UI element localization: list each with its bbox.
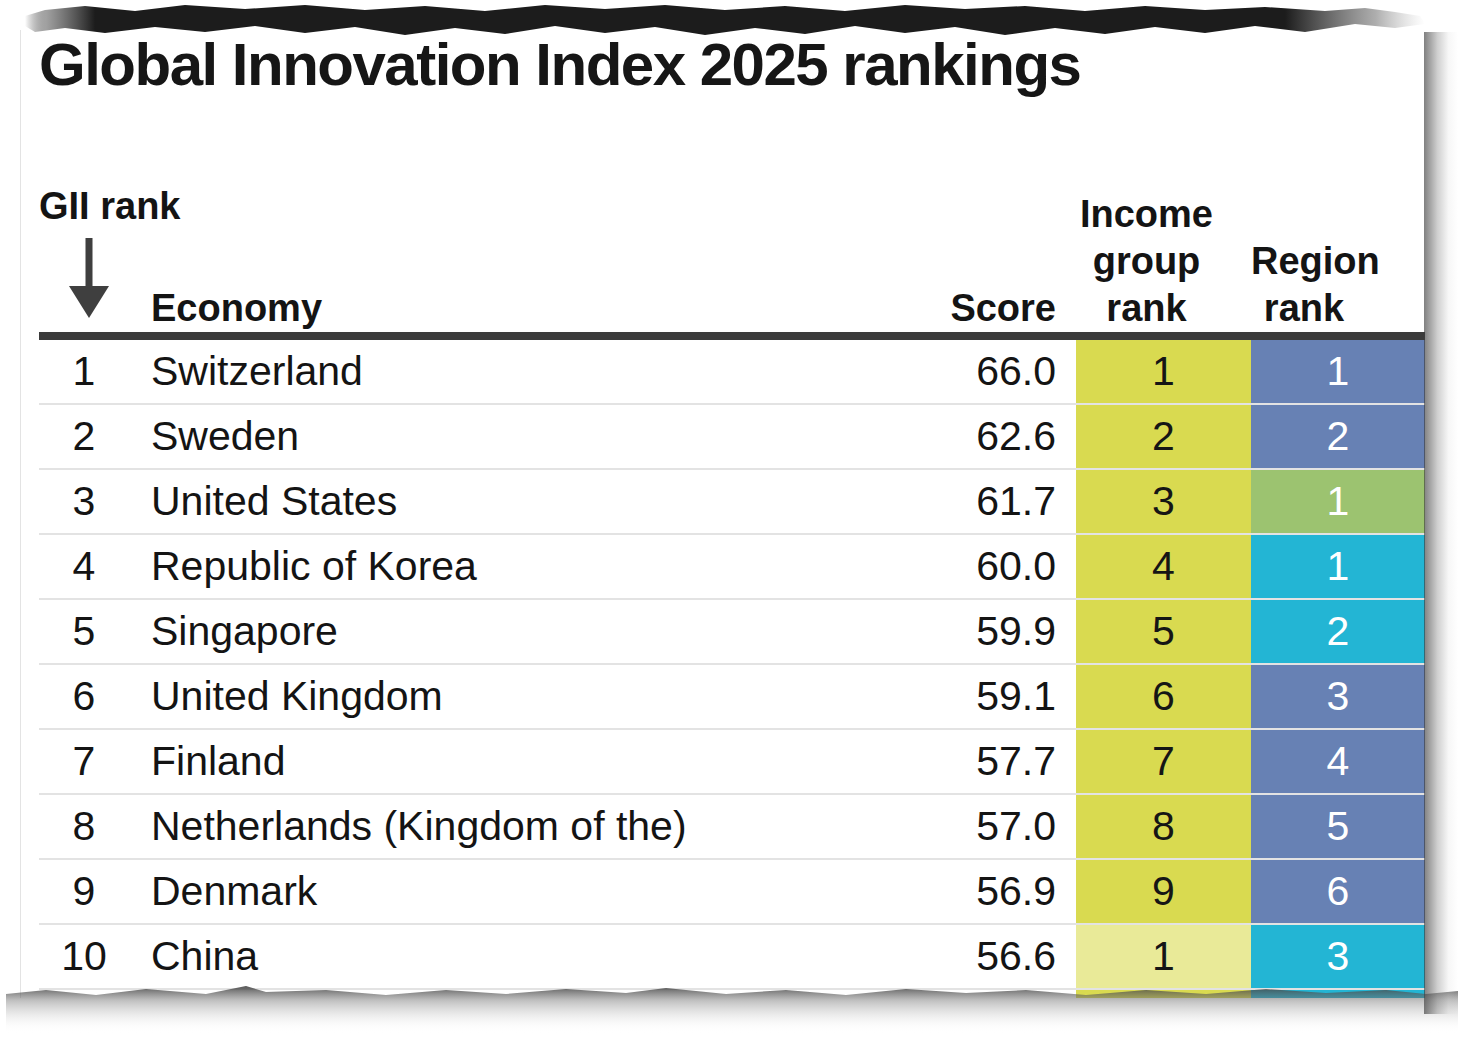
economy-cell: Switzerland bbox=[129, 340, 928, 403]
table-row: 9 Denmark 56.9 9 6 bbox=[39, 860, 1425, 925]
income-group-rank-cell: 9 bbox=[1076, 860, 1251, 923]
income-group-rank-cell: 2 bbox=[1076, 405, 1251, 468]
score-cell: 60.0 bbox=[928, 535, 1076, 598]
gii-rank-cell: 4 bbox=[39, 535, 129, 598]
score-cell: 59.1 bbox=[928, 665, 1076, 728]
income-group-rank-cell: 1 bbox=[1076, 340, 1251, 403]
score-cell: 62.6 bbox=[928, 405, 1076, 468]
score-cell: 57.0 bbox=[928, 795, 1076, 858]
income-header-line-3: rank bbox=[1076, 285, 1217, 332]
header-cell-income-group-rank: Income group rank bbox=[1076, 191, 1251, 332]
economy-cell: Republic of Korea bbox=[129, 535, 928, 598]
income-group-rank-cell: 5 bbox=[1076, 600, 1251, 663]
economy-cell: United Kingdom bbox=[129, 665, 928, 728]
table-row: 4 Republic of Korea 60.0 4 1 bbox=[39, 535, 1425, 600]
header-cell-region-rank: Region rank bbox=[1251, 238, 1425, 332]
region-rank-cell: 1 bbox=[1251, 340, 1425, 403]
table-row: 8 Netherlands (Kingdom of the) 57.0 8 5 bbox=[39, 795, 1425, 860]
table-row: 6 United Kingdom 59.1 6 3 bbox=[39, 665, 1425, 730]
page-title: Global Innovation Index 2025 rankings bbox=[39, 34, 1080, 96]
region-rank-cell: 3 bbox=[1251, 665, 1425, 728]
table-header-row: Economy Score Income group rank Region r… bbox=[39, 170, 1425, 332]
gii-rank-cell: 6 bbox=[39, 665, 129, 728]
score-cell: 57.7 bbox=[928, 730, 1076, 793]
region-rank-cell: 6 bbox=[1251, 860, 1425, 923]
score-cell: 66.0 bbox=[928, 340, 1076, 403]
table-row: 2 Sweden 62.6 2 2 bbox=[39, 405, 1425, 470]
torn-paper-edge-top bbox=[25, 2, 1425, 38]
gii-rank-cell: 1 bbox=[39, 340, 129, 403]
income-group-rank-cell: 6 bbox=[1076, 665, 1251, 728]
table-row: 1 Switzerland 66.0 1 1 bbox=[39, 340, 1425, 405]
income-group-rank-cell: 7 bbox=[1076, 730, 1251, 793]
region-header-line-2: rank bbox=[1251, 285, 1357, 332]
gii-rank-cell: 3 bbox=[39, 470, 129, 533]
score-cell: 56.9 bbox=[928, 860, 1076, 923]
income-header-line-2: group bbox=[1076, 238, 1217, 285]
economy-cell: Sweden bbox=[129, 405, 928, 468]
table-row: 3 United States 61.7 3 1 bbox=[39, 470, 1425, 535]
income-header-line-1: Income bbox=[1076, 191, 1217, 238]
economy-cell: United States bbox=[129, 470, 928, 533]
gii-rank-cell: 5 bbox=[39, 600, 129, 663]
table-row: 5 Singapore 59.9 5 2 bbox=[39, 600, 1425, 665]
paper-drop-shadow-right bbox=[1424, 32, 1458, 1014]
header-cell-economy: Economy bbox=[129, 285, 928, 332]
gii-rank-cell: 7 bbox=[39, 730, 129, 793]
gii-rank-cell: 2 bbox=[39, 405, 129, 468]
income-group-rank-cell: 3 bbox=[1076, 470, 1251, 533]
header-cell-score: Score bbox=[928, 285, 1076, 332]
region-rank-cell: 2 bbox=[1251, 405, 1425, 468]
region-rank-cell: 4 bbox=[1251, 730, 1425, 793]
region-header-line-1: Region bbox=[1251, 238, 1357, 285]
header-divider-rule bbox=[39, 332, 1425, 340]
score-cell: 59.9 bbox=[928, 600, 1076, 663]
ranking-table-panel: Global Innovation Index 2025 rankings GI… bbox=[20, 30, 1425, 998]
region-rank-cell: 5 bbox=[1251, 795, 1425, 858]
income-group-rank-cell: 8 bbox=[1076, 795, 1251, 858]
income-group-rank-cell: 4 bbox=[1076, 535, 1251, 598]
table-row: 7 Finland 57.7 7 4 bbox=[39, 730, 1425, 795]
page-root: { "title": "Global Innovation Index 2025… bbox=[0, 0, 1462, 1039]
economy-cell: Finland bbox=[129, 730, 928, 793]
economy-cell: Denmark bbox=[129, 860, 928, 923]
gii-rank-cell: 8 bbox=[39, 795, 129, 858]
region-rank-cell: 2 bbox=[1251, 600, 1425, 663]
score-cell: 61.7 bbox=[928, 470, 1076, 533]
economy-cell: Netherlands (Kingdom of the) bbox=[129, 795, 928, 858]
region-rank-cell: 1 bbox=[1251, 535, 1425, 598]
economy-cell: Singapore bbox=[129, 600, 928, 663]
region-rank-cell: 1 bbox=[1251, 470, 1425, 533]
gii-rank-cell: 9 bbox=[39, 860, 129, 923]
table-body: 1 Switzerland 66.0 1 1 2 Sweden 62.6 2 2… bbox=[39, 340, 1425, 998]
torn-paper-edge-bottom bbox=[6, 978, 1458, 1033]
